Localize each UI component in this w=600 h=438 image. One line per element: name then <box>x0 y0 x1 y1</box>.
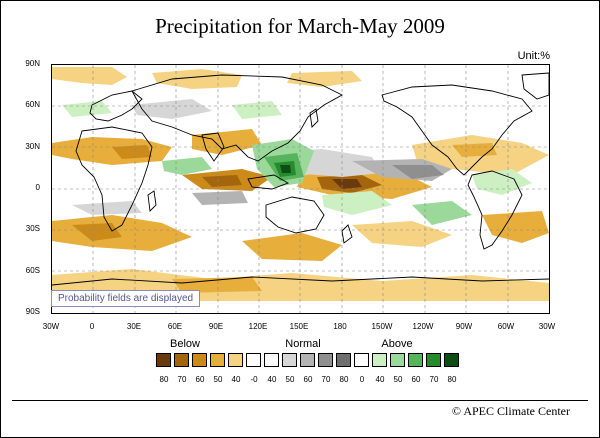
greenland-outline <box>521 72 549 100</box>
legend-tick-label: 70 <box>177 375 187 384</box>
legend-swatch <box>426 353 441 367</box>
lon-label-120w: 120W <box>412 322 434 331</box>
graticule <box>52 65 549 313</box>
legend-swatch <box>174 353 189 367</box>
lat-label-30n: 30N <box>25 142 40 151</box>
legend-tick-label: 50 <box>393 375 403 384</box>
south-america-outline <box>467 170 523 250</box>
lon-label-60e: 60E <box>167 322 183 331</box>
legend-tick-label: -0 <box>250 375 258 384</box>
legend-tick-label: 80 <box>447 375 457 384</box>
legend-swatch <box>210 353 225 367</box>
legend-swatch <box>228 353 243 367</box>
probability-note: Probability fields are displayed <box>51 290 201 307</box>
lon-label-150e: 150E <box>289 322 309 331</box>
legend-tick-label: 50 <box>213 375 223 384</box>
lon-label-90w: 90W <box>455 322 473 331</box>
africa-outline <box>75 126 153 232</box>
australia-outline <box>265 196 325 234</box>
above-normal-fields <box>62 101 532 225</box>
legend-swatch <box>372 353 387 367</box>
legend-tick-label: 0 <box>359 375 365 384</box>
coastlines <box>52 72 549 286</box>
lon-label-0: 0 <box>89 322 95 331</box>
legend-below-label: Below <box>170 338 200 350</box>
legend-tick-label: 60 <box>195 375 205 384</box>
lon-label-60w: 60W <box>497 322 515 331</box>
lon-label-180: 180 <box>333 322 347 331</box>
precipitation-map <box>51 64 550 314</box>
new-zealand-outline <box>341 224 353 244</box>
indonesia-outline <box>247 174 290 190</box>
legend-tick-label: 50 <box>285 375 295 384</box>
lon-label-30w-right: 30W <box>538 322 556 331</box>
asia-outline <box>131 74 343 162</box>
legend-swatch <box>408 353 423 367</box>
legend-tick-label: 70 <box>321 375 331 384</box>
lon-label-30w-left: 30W <box>42 322 60 331</box>
map-canvas <box>52 65 549 313</box>
footer-rule <box>12 400 588 401</box>
lat-label-60s: 60S <box>25 266 40 275</box>
legend-tick-label: 40 <box>267 375 277 384</box>
legend-swatch <box>300 353 315 367</box>
lat-label-90s: 90S <box>25 307 40 316</box>
legend-normal-label: Normal <box>285 338 321 350</box>
legend-tick-label: 40 <box>375 375 385 384</box>
legend-swatch <box>282 353 297 367</box>
legend-tick-label: 60 <box>303 375 313 384</box>
lat-label-60n: 60N <box>25 100 40 109</box>
below-normal-fields <box>52 67 549 301</box>
lat-label-eq: 0 <box>35 183 40 192</box>
legend-swatch <box>192 353 207 367</box>
lat-label-90n: 90N <box>25 59 40 68</box>
legend-swatch <box>264 353 279 367</box>
lon-label-150w: 150W <box>371 322 393 331</box>
lon-label-120e: 120E <box>248 322 268 331</box>
antarctica-outline <box>52 276 549 286</box>
legend-tick-label: 60 <box>411 375 421 384</box>
lon-label-90e: 90E <box>208 322 224 331</box>
legend-swatch <box>246 353 261 367</box>
legend-tick-label: 80 <box>339 375 349 384</box>
legend-above-label: Above <box>381 338 413 350</box>
unit-label: Unit:% <box>517 50 550 62</box>
legend-swatch <box>354 353 369 367</box>
map-title: Precipitation for March-May 2009 <box>155 14 445 38</box>
legend-swatch <box>156 353 171 367</box>
legend-swatch <box>444 353 459 367</box>
credit-text: © APEC Climate Center <box>451 404 570 418</box>
europe-outline <box>89 90 143 122</box>
lat-label-30s: 30S <box>25 224 40 233</box>
legend-swatch <box>336 353 351 367</box>
lon-label-30e: 30E <box>126 322 142 331</box>
legend-tick-label: 70 <box>429 375 439 384</box>
japan-outline <box>309 108 319 128</box>
legend-tick-label: 40 <box>231 375 241 384</box>
legend-swatch <box>318 353 333 367</box>
legend-tick-label: 80 <box>159 375 169 384</box>
madagascar-outline <box>147 190 157 212</box>
india-outline <box>201 132 225 162</box>
legend-swatch <box>390 353 405 367</box>
north-america-outline <box>381 84 533 176</box>
